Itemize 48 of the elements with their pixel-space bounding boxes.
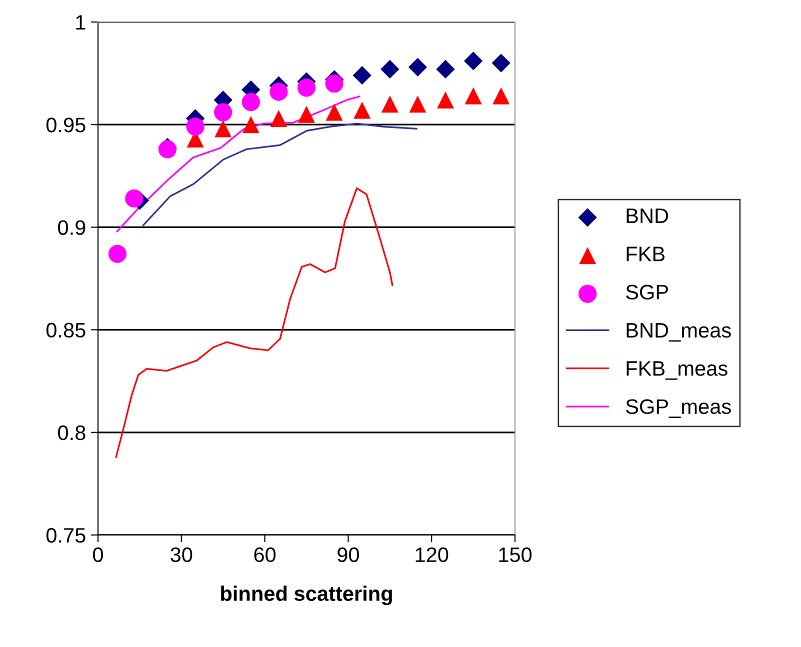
point bbox=[354, 102, 371, 119]
point bbox=[492, 54, 510, 72]
point bbox=[186, 118, 204, 136]
y-tick-label: 0.9 bbox=[58, 220, 86, 235]
point bbox=[326, 104, 343, 121]
y-tick-label: 0.95 bbox=[46, 118, 86, 132]
line-series bbox=[115, 187, 394, 458]
point bbox=[464, 87, 482, 104]
legend-label: SGP bbox=[626, 284, 668, 300]
point bbox=[325, 74, 344, 93]
x-tick-label: 30 bbox=[170, 547, 192, 562]
point bbox=[214, 120, 232, 138]
legend-label: SGP_meas bbox=[626, 399, 731, 418]
x-tick-label: 120 bbox=[416, 547, 448, 562]
x-tick-label: 0 bbox=[93, 547, 103, 562]
point bbox=[297, 78, 316, 97]
y-tick-label: 1 bbox=[76, 15, 86, 30]
point bbox=[408, 58, 428, 76]
point bbox=[464, 52, 483, 70]
line-series bbox=[142, 122, 418, 226]
point bbox=[158, 140, 177, 158]
x-tick-label: 60 bbox=[254, 547, 276, 562]
legend-label: BND_meas bbox=[626, 323, 731, 342]
point bbox=[125, 189, 144, 208]
y-tick-label: 0.85 bbox=[46, 322, 86, 338]
point bbox=[380, 60, 400, 79]
legend-label: BND bbox=[626, 208, 668, 223]
point bbox=[270, 82, 288, 101]
point bbox=[492, 87, 510, 104]
point bbox=[242, 116, 260, 134]
point bbox=[352, 66, 372, 85]
point bbox=[381, 96, 398, 113]
point bbox=[409, 96, 426, 113]
point bbox=[108, 244, 127, 263]
legend-label: FKB bbox=[626, 246, 664, 262]
point bbox=[270, 110, 288, 127]
point bbox=[214, 103, 232, 122]
x-tick-label: 90 bbox=[338, 547, 359, 562]
point bbox=[242, 92, 260, 112]
y-tick-label: 0.75 bbox=[46, 528, 86, 543]
point bbox=[436, 60, 455, 79]
legend-label: FKB_meas bbox=[626, 361, 728, 380]
x-tick-label: 150 bbox=[499, 547, 532, 562]
point bbox=[298, 106, 316, 123]
y-tick-label: 0.8 bbox=[58, 425, 86, 440]
point bbox=[436, 91, 454, 108]
x-axis-title: binned scattering bbox=[221, 586, 392, 606]
line-series bbox=[116, 96, 360, 232]
